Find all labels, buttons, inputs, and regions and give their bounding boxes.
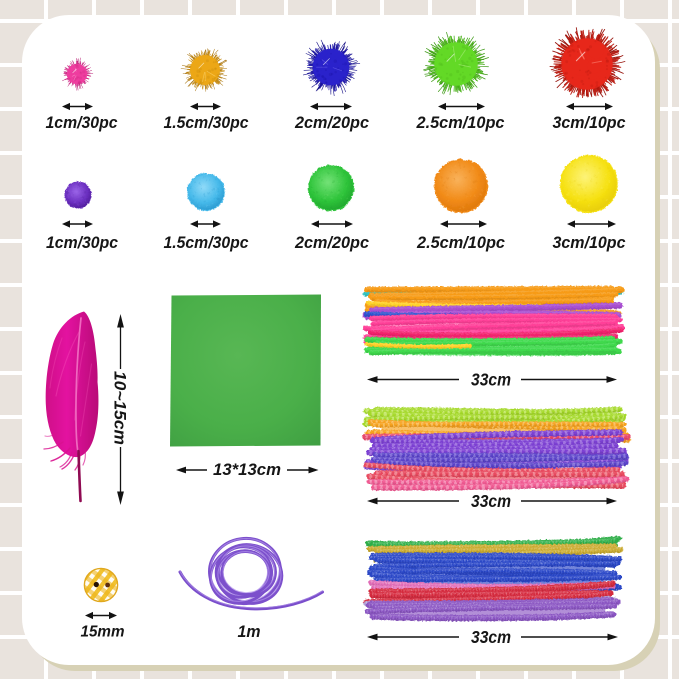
svg-text:33cm: 33cm <box>471 491 511 511</box>
svg-text:13*13cm: 13*13cm <box>213 460 281 479</box>
svg-text:33cm: 33cm <box>471 369 511 389</box>
svg-text:3cm/10pc: 3cm/10pc <box>553 114 626 132</box>
svg-text:2.5cm/10pc: 2.5cm/10pc <box>416 234 505 252</box>
svg-text:33cm: 33cm <box>471 627 511 647</box>
svg-text:2.5cm/10pc: 2.5cm/10pc <box>416 114 505 132</box>
svg-text:10~15cm: 10~15cm <box>111 371 130 445</box>
svg-text:1cm/30pc: 1cm/30pc <box>46 114 118 132</box>
svg-text:3cm/10pc: 3cm/10pc <box>553 234 626 252</box>
svg-text:15mm: 15mm <box>81 624 125 641</box>
svg-text:1m: 1m <box>238 623 261 641</box>
svg-text:1cm/30pc: 1cm/30pc <box>46 234 118 252</box>
svg-text:2cm/20pc: 2cm/20pc <box>294 114 369 132</box>
svg-text:1.5cm/30pc: 1.5cm/30pc <box>164 114 249 132</box>
svg-text:1.5cm/30pc: 1.5cm/30pc <box>164 234 249 252</box>
svg-text:2cm/20pc: 2cm/20pc <box>294 234 369 252</box>
